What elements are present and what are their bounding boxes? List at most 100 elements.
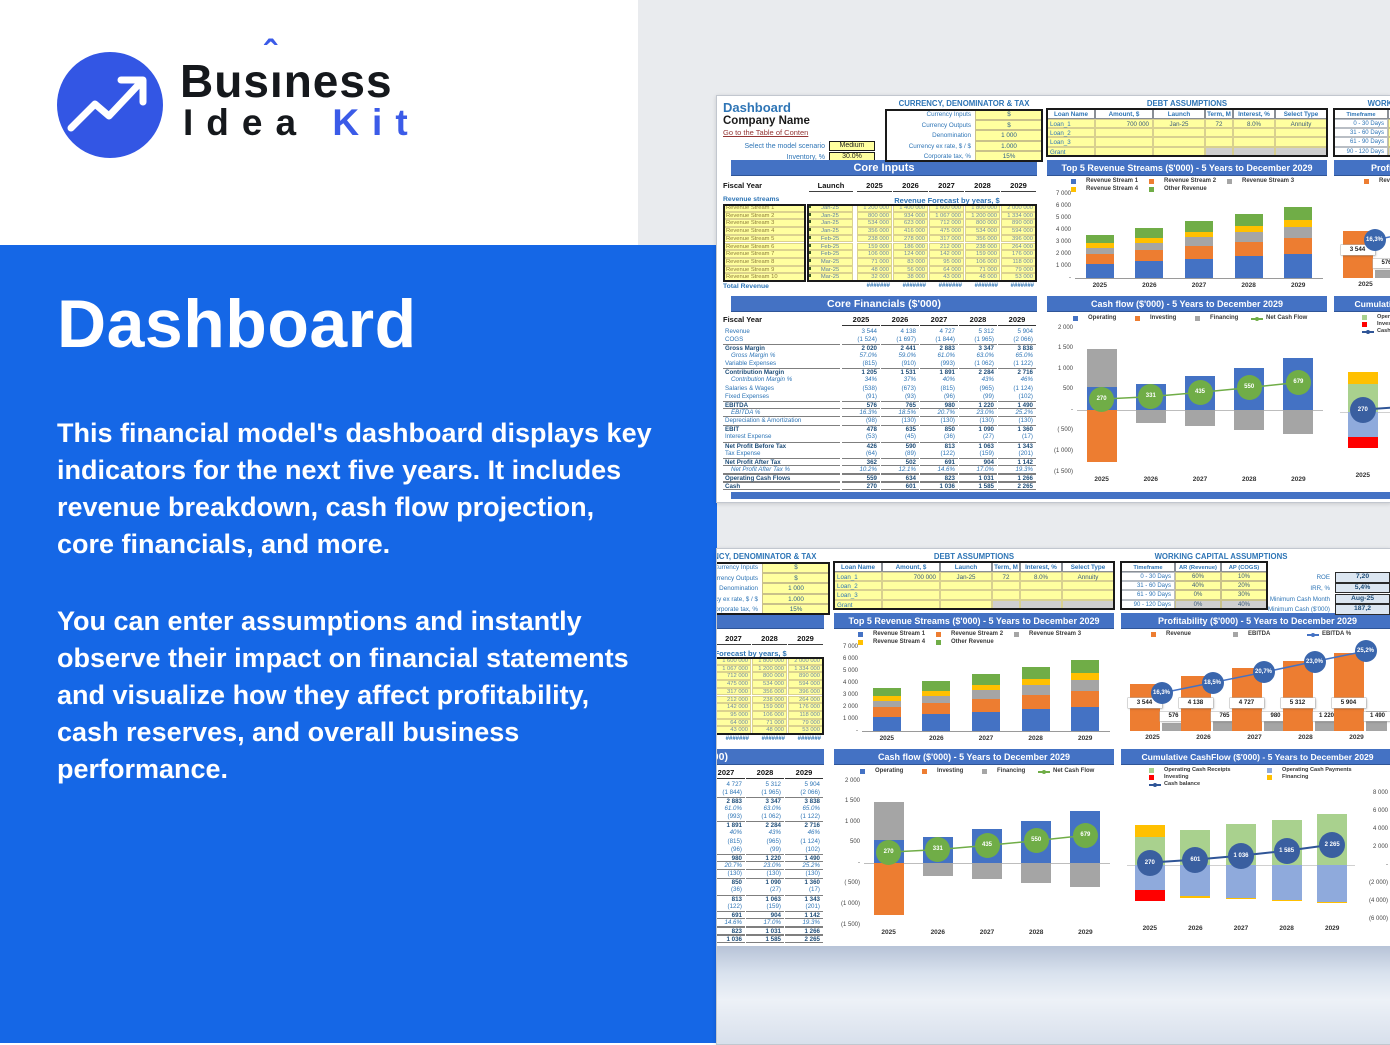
stream-name-cell[interactable]: Revenue Stream 10 (723, 273, 805, 281)
x-tick-label: 2029 (1065, 929, 1105, 936)
debt-cell[interactable]: Loan_3 (1047, 137, 1095, 146)
debt-cell[interactable] (1205, 128, 1233, 137)
stream-launch-cell[interactable]: Mar-25 (807, 273, 853, 281)
currency-input-cell[interactable]: 15% (762, 604, 830, 615)
stream-value-cell: 176 000 (788, 703, 823, 711)
financing-bar (1135, 825, 1165, 836)
stream-launch-cell[interactable]: Mar-25 (807, 266, 853, 274)
core-value-cell: 270 (842, 482, 880, 490)
debt-cell[interactable] (940, 600, 992, 609)
cashflow-chart-band: Cash flow ($'000) - 5 Years to December … (1047, 296, 1327, 312)
debt-cell[interactable] (1020, 581, 1062, 590)
working-timeframe-cell: 31 - 60 Days (1334, 128, 1388, 137)
legend-label: Investing (1164, 774, 1189, 780)
core-value-cell: 1 063 (746, 895, 784, 903)
stream-value-cell: 95 000 (716, 711, 751, 719)
financing-bar (923, 863, 953, 875)
currency-input-cell[interactable]: 1.000 (975, 141, 1043, 152)
debt-header-cell: Amount, $ (882, 562, 940, 572)
debt-cell[interactable]: Annuity (1275, 119, 1327, 128)
legend-swatch (1195, 316, 1200, 321)
legend-label: Revenue Stream 1 (1086, 178, 1138, 184)
debt-cell[interactable]: 8.0% (1020, 572, 1062, 581)
core-value-cell: 2 265 (785, 935, 823, 943)
debt-cell[interactable] (882, 600, 940, 609)
stream-launch-cell[interactable]: Jan-25 (807, 212, 853, 220)
stream-name-cell[interactable]: Revenue Stream 1 (723, 204, 805, 212)
bar-segment (922, 703, 950, 714)
debt-cell[interactable] (1153, 147, 1205, 156)
stream-value-cell: 356 000 (752, 688, 787, 696)
debt-cell[interactable] (1205, 137, 1233, 146)
debt-cell[interactable] (1275, 137, 1327, 146)
debt-cell[interactable] (1095, 147, 1153, 156)
stream-value-cell: 317 000 (929, 235, 964, 243)
currency-input-cell[interactable]: $ (975, 109, 1043, 120)
debt-cell[interactable]: 72 (1205, 119, 1233, 128)
debt-cell[interactable] (1233, 137, 1275, 146)
debt-cell[interactable]: Grant (834, 600, 882, 609)
debt-cell[interactable] (940, 581, 992, 590)
currency-input-cell[interactable]: $ (975, 120, 1043, 131)
y-tick-label: 2 000 (1047, 325, 1073, 331)
core-row-label: EBITDA (723, 401, 840, 409)
debt-cell[interactable] (992, 581, 1020, 590)
logo-word-ideakit: Idea Kit (183, 102, 421, 144)
debt-cell[interactable]: 8.0% (1233, 119, 1275, 128)
core-row-label: Net Profit After Tax % (723, 466, 840, 474)
stream-launch-cell[interactable]: Feb-25 (807, 243, 853, 251)
debt-cell[interactable]: Annuity (1062, 572, 1114, 581)
debt-cell[interactable] (1095, 137, 1153, 146)
debt-cell[interactable]: Loan_3 (834, 590, 882, 599)
currency-input-cell[interactable]: 1 000 (975, 130, 1043, 141)
scenario-select[interactable]: Medium (829, 141, 875, 151)
debt-cell[interactable] (1153, 128, 1205, 137)
currency-input-cell[interactable]: $ (762, 573, 830, 584)
core-value-cell: 362 (842, 458, 880, 466)
stream-value-cell: 534 000 (965, 227, 1000, 235)
stream-launch-cell[interactable]: Feb-25 (807, 250, 853, 258)
stream-name-cell[interactable]: Revenue Stream 8 (723, 258, 805, 266)
debt-cell[interactable] (1153, 137, 1205, 146)
debt-cell[interactable]: Jan-25 (940, 572, 992, 581)
stream-name-cell[interactable]: Revenue Stream 7 (723, 250, 805, 258)
debt-cell[interactable] (992, 590, 1020, 599)
currency-input-cell[interactable]: 1 000 (762, 583, 830, 594)
core-value-cell: 2 716 (785, 821, 823, 829)
debt-cell[interactable]: 700 000 (1095, 119, 1153, 128)
table-of-contents-link[interactable]: Go to the Table of Conten (723, 128, 808, 137)
currency-input-cell[interactable]: 1.000 (762, 594, 830, 605)
stream-name-cell[interactable]: Revenue Stream 4 (723, 227, 805, 235)
debt-cell[interactable]: 72 (992, 572, 1020, 581)
debt-cell[interactable]: Jan-25 (1153, 119, 1205, 128)
debt-cell[interactable]: 700 000 (882, 572, 940, 581)
legend-label: Net Cash Flow (1266, 315, 1307, 321)
debt-cell[interactable]: Loan_1 (834, 572, 882, 581)
debt-cell[interactable] (1233, 128, 1275, 137)
currency-input-cell[interactable]: $ (762, 562, 830, 573)
debt-cell[interactable] (882, 581, 940, 590)
stream-launch-cell[interactable]: Jan-25 (807, 219, 853, 227)
debt-cell[interactable]: Loan_2 (834, 581, 882, 590)
debt-cell[interactable] (882, 590, 940, 599)
debt-cell[interactable] (1062, 581, 1114, 590)
stream-launch-cell[interactable]: Jan-25 (807, 204, 853, 212)
stream-name-cell[interactable]: Revenue Stream 2 (723, 212, 805, 220)
stream-name-cell[interactable]: Revenue Stream 6 (723, 243, 805, 251)
debt-cell[interactable] (1095, 128, 1153, 137)
stream-name-cell[interactable]: Revenue Stream 5 (723, 235, 805, 243)
debt-cell[interactable] (1275, 128, 1327, 137)
currency-input-cell[interactable]: 15% (975, 151, 1043, 162)
debt-cell[interactable] (940, 590, 992, 599)
debt-cell[interactable] (1020, 590, 1062, 599)
stream-launch-cell[interactable]: Mar-25 (807, 258, 853, 266)
debt-cell[interactable]: Loan_2 (1047, 128, 1095, 137)
stream-name-cell[interactable]: Revenue Stream 3 (723, 219, 805, 227)
bar-segment (922, 691, 950, 696)
debt-cell[interactable]: Loan_1 (1047, 119, 1095, 128)
stream-name-cell[interactable]: Revenue Stream 9 (723, 266, 805, 274)
stream-launch-cell[interactable]: Jan-25 (807, 227, 853, 235)
debt-cell[interactable]: Grant (1047, 147, 1095, 156)
stream-launch-cell[interactable]: Feb-25 (807, 235, 853, 243)
debt-cell[interactable] (1062, 590, 1114, 599)
